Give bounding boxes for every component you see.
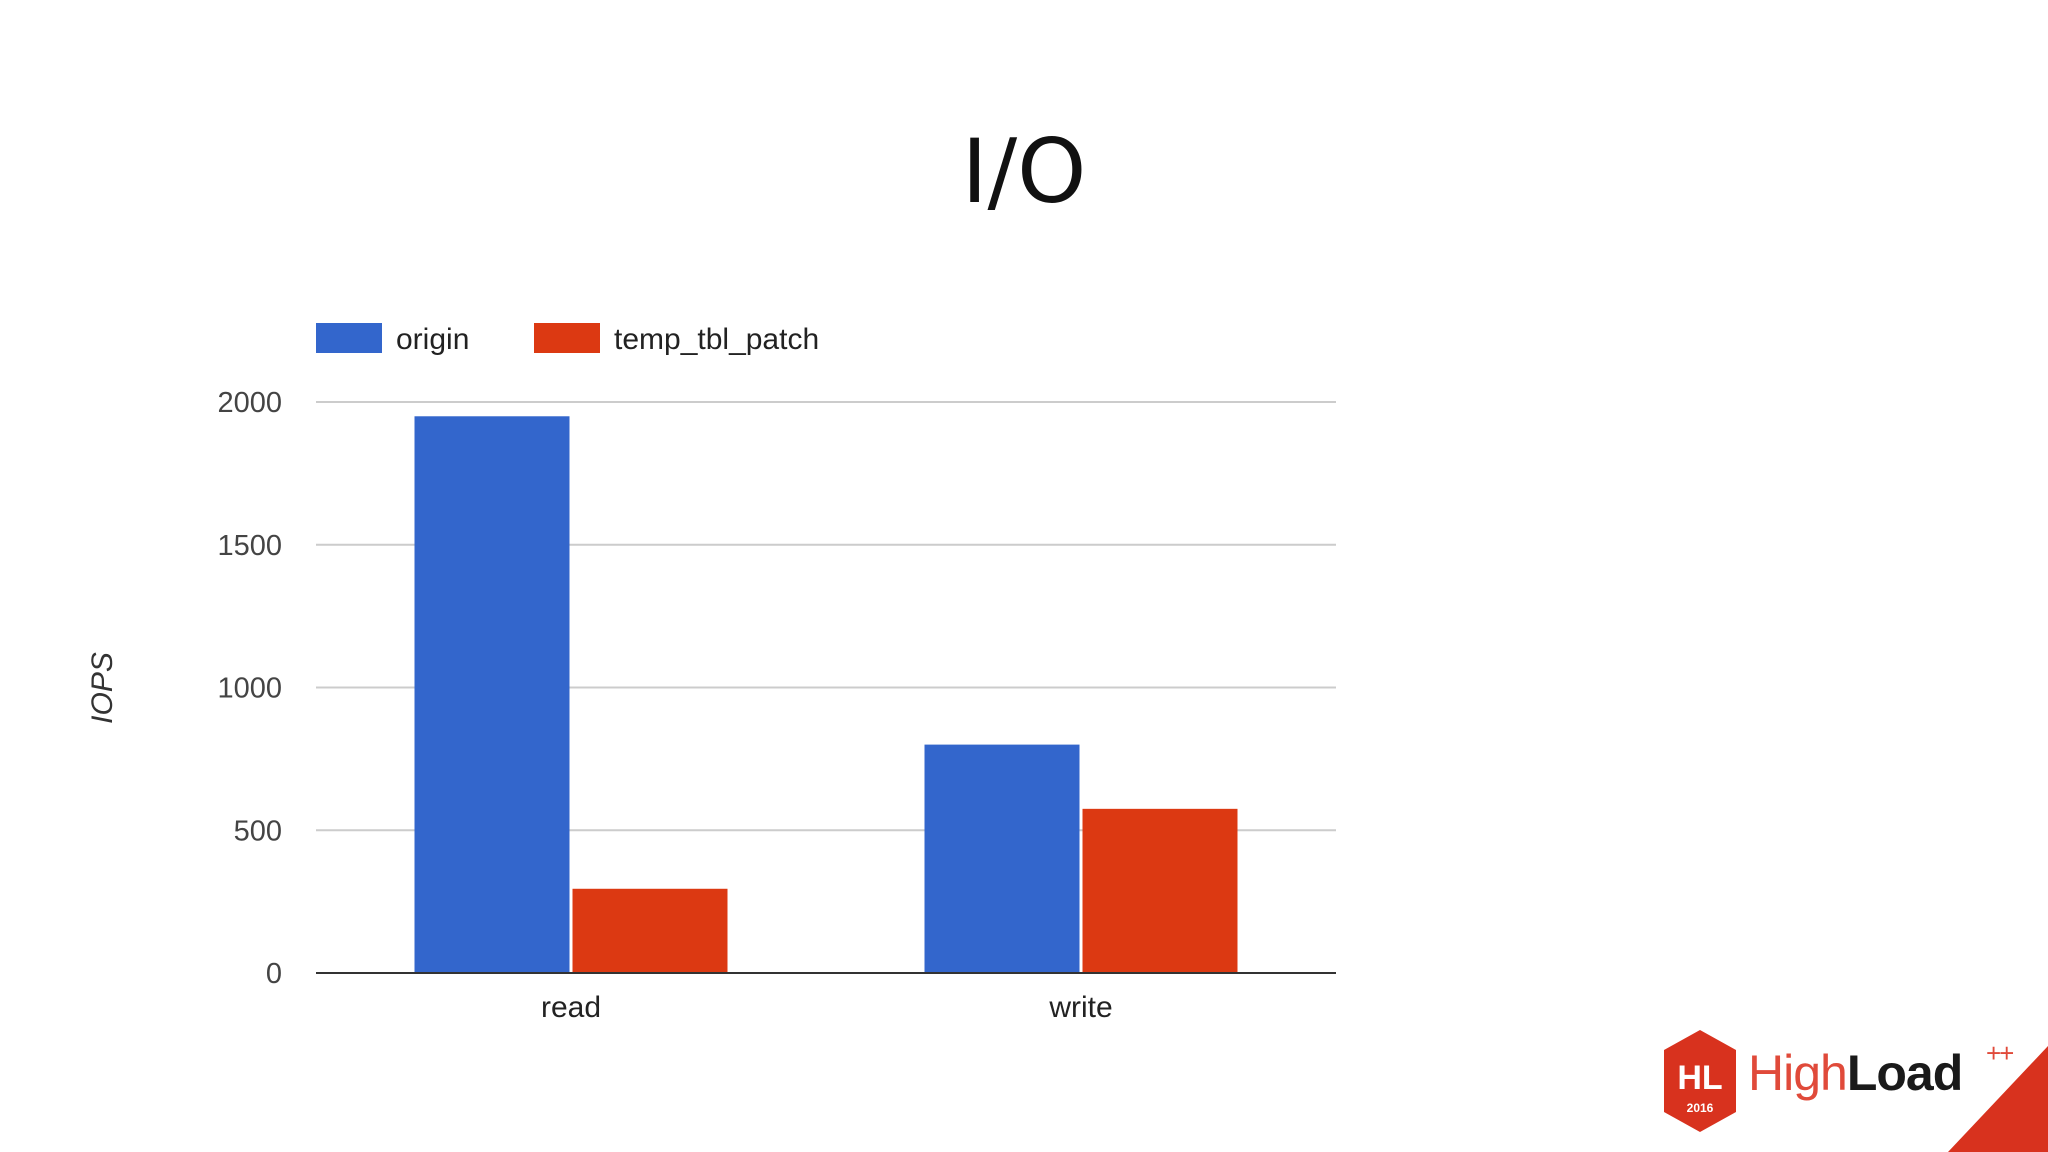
brand-plus-sign: ++ <box>1986 1038 2014 1068</box>
bars <box>414 416 1238 973</box>
bar-temp-tbl-patch-write <box>1082 808 1238 973</box>
y-tick-label: 0 <box>266 958 282 990</box>
legend-swatch-temp-tbl-patch <box>534 323 600 353</box>
slide-title: I/O <box>961 120 1087 223</box>
logo-year: 2016 <box>1687 1101 1714 1115</box>
logo-badge-text: HL <box>1677 1059 1722 1097</box>
axes: 0 500 1000 1500 2000 read write <box>217 387 1336 1024</box>
corner-accent-shape <box>1948 1046 2048 1152</box>
y-tick-label: 1500 <box>217 530 282 562</box>
hexagon-logo-icon <box>1664 1030 1736 1132</box>
y-tick-label: 500 <box>234 815 282 847</box>
brand-name-load: Load <box>1846 1045 1963 1101</box>
y-tick-label: 2000 <box>217 387 282 419</box>
x-category-label: read <box>541 991 601 1024</box>
legend-label: origin <box>396 323 469 356</box>
y-tick-label: 1000 <box>217 673 282 705</box>
x-category-label: write <box>1048 991 1112 1024</box>
brand-name-high: High <box>1748 1045 1848 1101</box>
brand-name: HighLoad <box>1748 1045 1963 1101</box>
legend: origin temp_tbl_patch <box>316 323 819 356</box>
bar-origin-read <box>414 416 570 973</box>
highload-brand: HL 2016 HighLoad ++ <box>1656 1026 2048 1152</box>
bar-origin-write <box>924 744 1080 973</box>
bar-temp-tbl-patch-read <box>572 888 728 973</box>
legend-swatch-origin <box>316 323 382 353</box>
legend-label: temp_tbl_patch <box>614 323 819 356</box>
y-axis-title: IOPS <box>86 652 119 724</box>
